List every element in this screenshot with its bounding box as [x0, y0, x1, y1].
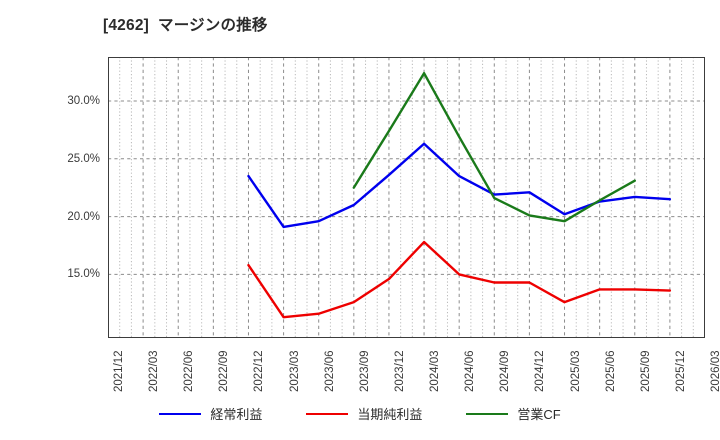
x-axis-tick-label: 2023/06: [323, 350, 336, 392]
y-axis-tick-label: 30.0%: [67, 94, 100, 107]
legend-label: 経常利益: [210, 407, 263, 422]
legend-label: 営業CF: [517, 407, 561, 422]
x-axis-tick-label: 2022/09: [218, 350, 231, 392]
x-axis-tick-label: 2025/12: [674, 350, 687, 392]
series-line-2: [352, 71, 636, 223]
x-axis-tick-label: 2024/03: [429, 350, 442, 392]
x-axis-tick-label: 2025/06: [604, 350, 617, 392]
legend-entry-1[interactable]: 当期純利益: [306, 404, 422, 423]
page-title: [4262] マージンの推移: [103, 17, 268, 34]
y-axis-tick-label: 15.0%: [67, 268, 100, 281]
legend-line-swatch-icon: [466, 412, 509, 415]
series-line-1: [247, 240, 672, 319]
x-axis-tick-label: 2024/12: [534, 350, 547, 392]
x-axis-tick-label: 2026/03: [710, 350, 720, 392]
y-axis-tick-label: 25.0%: [67, 152, 100, 165]
x-axis-tick-label: 2024/09: [499, 350, 512, 392]
grid-lines: [108, 57, 705, 338]
legend-entry-0[interactable]: 経常利益: [159, 404, 262, 423]
x-axis-tick-label: 2022/06: [183, 350, 196, 392]
legend-line-swatch-icon: [159, 412, 202, 415]
x-axis-tick-label: 2025/09: [639, 350, 652, 392]
chart-legend: 経常利益 当期純利益 営業CF: [0, 404, 720, 423]
x-axis-tick-label: 2022/03: [148, 350, 161, 392]
legend-line-swatch-icon: [306, 412, 349, 415]
x-axis-tick-label: 2023/09: [358, 350, 371, 392]
legend-label: 当期純利益: [357, 407, 423, 422]
x-axis-tick-label: 2023/03: [288, 350, 301, 392]
x-axis-tick-label: 2025/03: [569, 350, 582, 392]
y-axis-tick-label: 20.0%: [67, 210, 100, 223]
x-axis-tick-label: 2021/12: [113, 350, 125, 392]
plot-area: [108, 57, 705, 338]
x-axis-tick-label: 2024/06: [464, 350, 477, 392]
x-axis-tick-label: 2023/12: [393, 350, 406, 392]
legend-entry-2[interactable]: 営業CF: [466, 404, 561, 423]
x-axis-tick-label: 2022/12: [253, 350, 266, 392]
data-series-lines: [247, 71, 672, 319]
series-line-0: [247, 142, 672, 229]
